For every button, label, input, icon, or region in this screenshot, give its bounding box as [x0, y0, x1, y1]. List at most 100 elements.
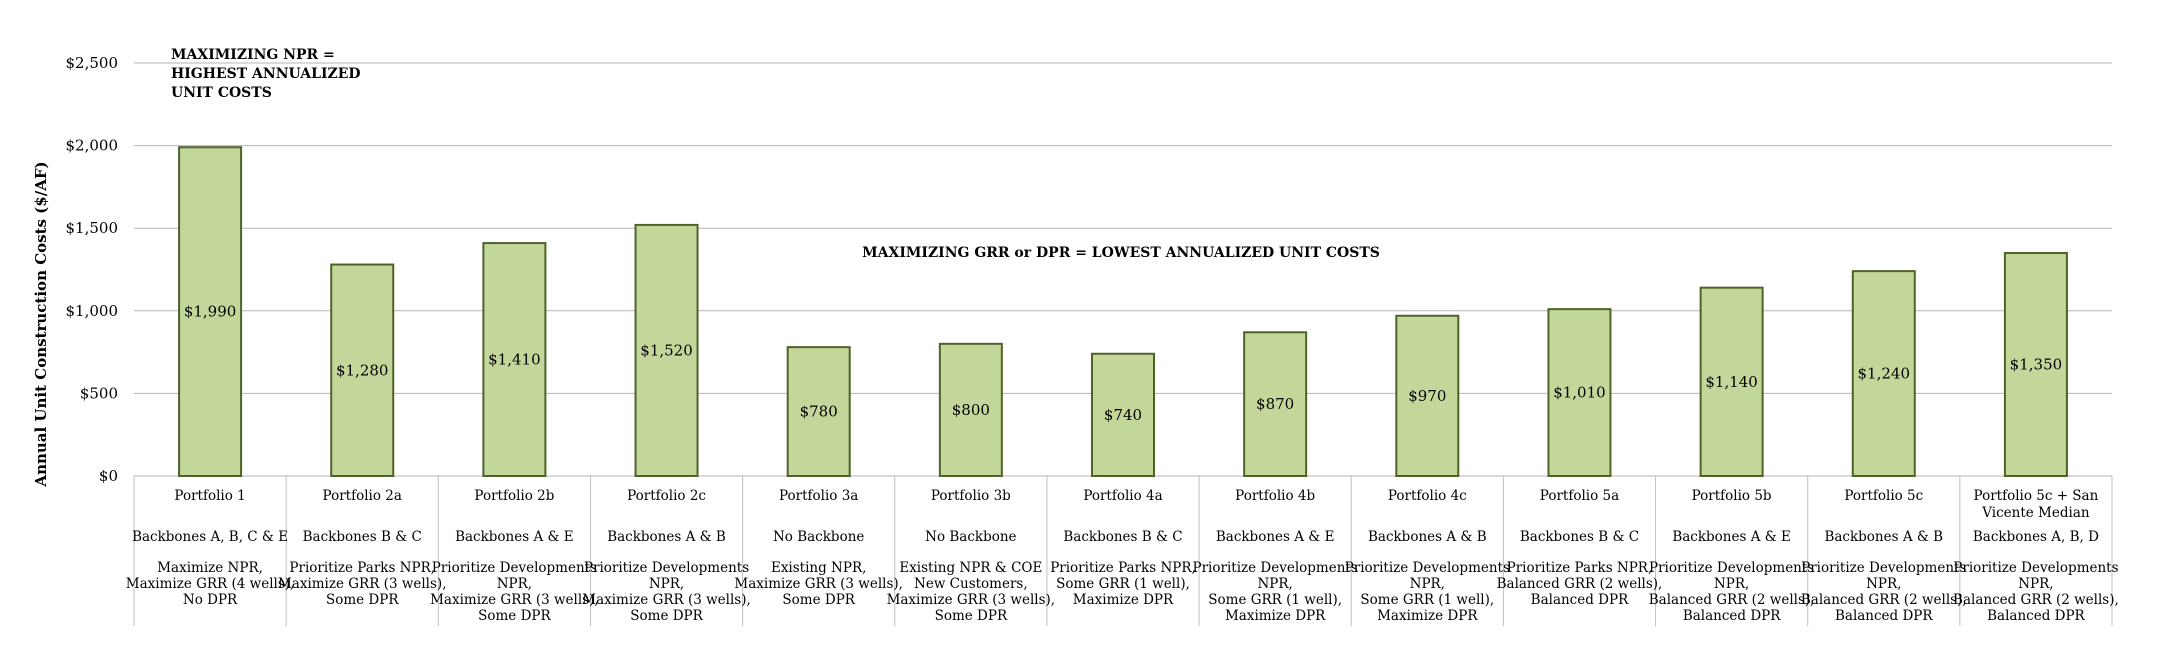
category-backbone: Backbones A & E — [1672, 529, 1791, 545]
category-name: Portfolio 2b — [474, 488, 554, 504]
category-strategy-line: Prioritize Developments — [1193, 560, 1358, 576]
y-axis-ticks: $0 $500 $1,000 $1,500 $2,000 $2,500 — [66, 54, 119, 485]
category-label-group: Portfolio 3b No Backbone Existing NPR & CO… — [887, 488, 1056, 624]
category-strategy-line: Some DPR — [326, 592, 399, 608]
category-backbone: Backbones B & C — [303, 529, 422, 545]
category-strategy-line: Prioritize Developments — [1345, 560, 1510, 576]
annotation-max-npr: MAXIMIZING NPR = — [171, 47, 335, 63]
bar-value-label: $1,010 — [1553, 384, 1606, 402]
bar-4 — [634, 223, 699, 477]
bar-value-label: $800 — [952, 401, 990, 419]
y-tick-label: $500 — [80, 384, 118, 402]
category-strategy-line: Some DPR — [935, 608, 1008, 624]
category-label-group: Portfolio 3a No Backbone Existing NPR,Maxi… — [734, 488, 903, 608]
bar-5 — [786, 346, 851, 478]
category-backbone: Backbones A & E — [455, 529, 574, 545]
category-strategy-line: Maximize GRR (4 wells), — [126, 576, 295, 592]
category-name: Portfolio 4a — [1083, 488, 1162, 504]
bar-9 — [1395, 314, 1460, 478]
category-strategy-line: Prioritize Parks NPR, — [289, 560, 435, 576]
category-strategy-line: Balanced GRR (2 wells), — [1801, 592, 1967, 608]
y-tick-label: $2,000 — [66, 137, 119, 155]
category-name: Portfolio 5c + San — [1974, 488, 2099, 504]
bar-value-label: $1,410 — [488, 351, 541, 369]
bar-11 — [1699, 286, 1764, 477]
category-name: Portfolio 5c — [1844, 488, 1923, 504]
bar-value-label: $1,990 — [184, 303, 237, 321]
bar-6 — [938, 342, 1003, 477]
bar-value-label: $970 — [1408, 387, 1446, 405]
category-strategy-line: NPR, — [2018, 576, 2053, 592]
category-label-group: Portfolio 4b Backbones A & E Prioritize De… — [1193, 488, 1358, 624]
category-name: Vicente Median — [1981, 505, 2090, 521]
bar-2 — [330, 263, 395, 477]
category-strategy-line: Prioritize Parks NPR, — [1507, 560, 1653, 576]
category-strategy-line: Maximize DPR — [1073, 592, 1174, 608]
category-label-group: Portfolio 2b Backbones A & E Prioritize De… — [430, 488, 599, 624]
bar-value-label: $870 — [1256, 395, 1294, 413]
category-strategy-line: Existing NPR & COE — [899, 560, 1042, 576]
bar-value-label: $1,140 — [1705, 373, 1758, 391]
category-strategy-line: NPR, — [1714, 576, 1749, 592]
category-label-group: Portfolio 4c Backbones A & B Prioritize De… — [1345, 488, 1510, 624]
category-strategy-line: NPR, — [1410, 576, 1445, 592]
category-strategy-line: Prioritize Parks NPR, — [1050, 560, 1196, 576]
category-strategy-line: Some DPR — [630, 608, 703, 624]
bars — [178, 146, 2068, 478]
category-name: Portfolio 2c — [627, 488, 706, 504]
y-tick-label: $1,500 — [66, 219, 119, 237]
category-name: Portfolio 1 — [174, 488, 245, 504]
category-backbone: Backbones A & B — [1368, 529, 1487, 545]
y-tick-label: $1,000 — [66, 302, 119, 320]
category-strategy-line: Maximize GRR (3 wells), — [582, 592, 751, 608]
category-strategy-line: Balanced DPR — [1683, 608, 1781, 624]
category-name: Portfolio 5a — [1540, 488, 1619, 504]
category-backbone: No Backbone — [773, 529, 864, 545]
bar-10 — [1547, 308, 1612, 478]
category-strategy-line: No DPR — [183, 592, 238, 608]
annotation-max-npr: HIGHEST ANNUALIZED — [171, 66, 361, 82]
category-strategy-line: Some GRR (1 well), — [1208, 592, 1342, 608]
category-strategy-line: Prioritize Developments — [1953, 560, 2118, 576]
category-strategy-line: Maximize GRR (3 wells), — [278, 576, 447, 592]
category-backbone: Backbones B & C — [1520, 529, 1639, 545]
bar-1 — [178, 146, 243, 477]
bar-12 — [1851, 270, 1916, 478]
category-strategy-line: Balanced DPR — [1531, 592, 1629, 608]
category-strategy-line: Prioritize Developments — [432, 560, 597, 576]
category-strategy-line: Maximize NPR, — [157, 560, 263, 576]
category-name: Portfolio 3a — [779, 488, 858, 504]
category-backbone: Backbones A & E — [1216, 529, 1335, 545]
annotation-max-grr-dpr: MAXIMIZING GRR or DPR = LOWEST ANNUALIZE… — [862, 245, 1380, 261]
category-strategy-line: NPR, — [497, 576, 532, 592]
category-strategy-line: Maximize GRR (3 wells), — [887, 592, 1056, 608]
annotations: MAXIMIZING NPR = HIGHEST ANNUALIZED UNIT C… — [171, 47, 1380, 261]
category-strategy-line: Some DPR — [782, 592, 855, 608]
annotation-max-npr: UNIT COSTS — [171, 85, 272, 101]
y-tick-label: $0 — [99, 467, 118, 485]
category-backbone: Backbones A & B — [1824, 529, 1943, 545]
category-strategy-line: Balanced GRR (2 wells), — [1953, 592, 2119, 608]
category-label-group: Portfolio 1 Backbones A, B, C & E Maximize… — [126, 488, 295, 608]
category-strategy-line: Prioritize Developments — [1801, 560, 1966, 576]
category-backbone: No Backbone — [925, 529, 1016, 545]
category-strategy-line: Existing NPR, — [771, 560, 866, 576]
bar-value-label: $780 — [800, 403, 838, 421]
category-strategy-line: Prioritize Developments — [584, 560, 749, 576]
category-backbone: Backbones A, B, D — [1973, 529, 2099, 545]
category-strategy-line: Balanced GRR (2 wells), — [1649, 592, 1815, 608]
category-strategy-line: Some GRR (1 well), — [1056, 576, 1190, 592]
category-label-group: Portfolio 4a Backbones B & C Prioritize Pa… — [1050, 488, 1196, 608]
bar-13 — [2003, 251, 2068, 477]
category-strategy-line: Maximize GRR (3 wells), — [430, 592, 599, 608]
category-label-group: Portfolio 5c Backbones A & B Prioritize De… — [1801, 488, 1967, 624]
bar-value-label: $1,280 — [336, 361, 389, 379]
category-strategy-line: Balanced GRR (2 wells), — [1497, 576, 1663, 592]
bar-value-label: $740 — [1104, 406, 1142, 424]
category-strategy-line: Some DPR — [478, 608, 551, 624]
category-strategy-line: NPR, — [649, 576, 684, 592]
category-strategy-line: Maximize DPR — [1225, 608, 1326, 624]
bar-3 — [482, 242, 547, 477]
